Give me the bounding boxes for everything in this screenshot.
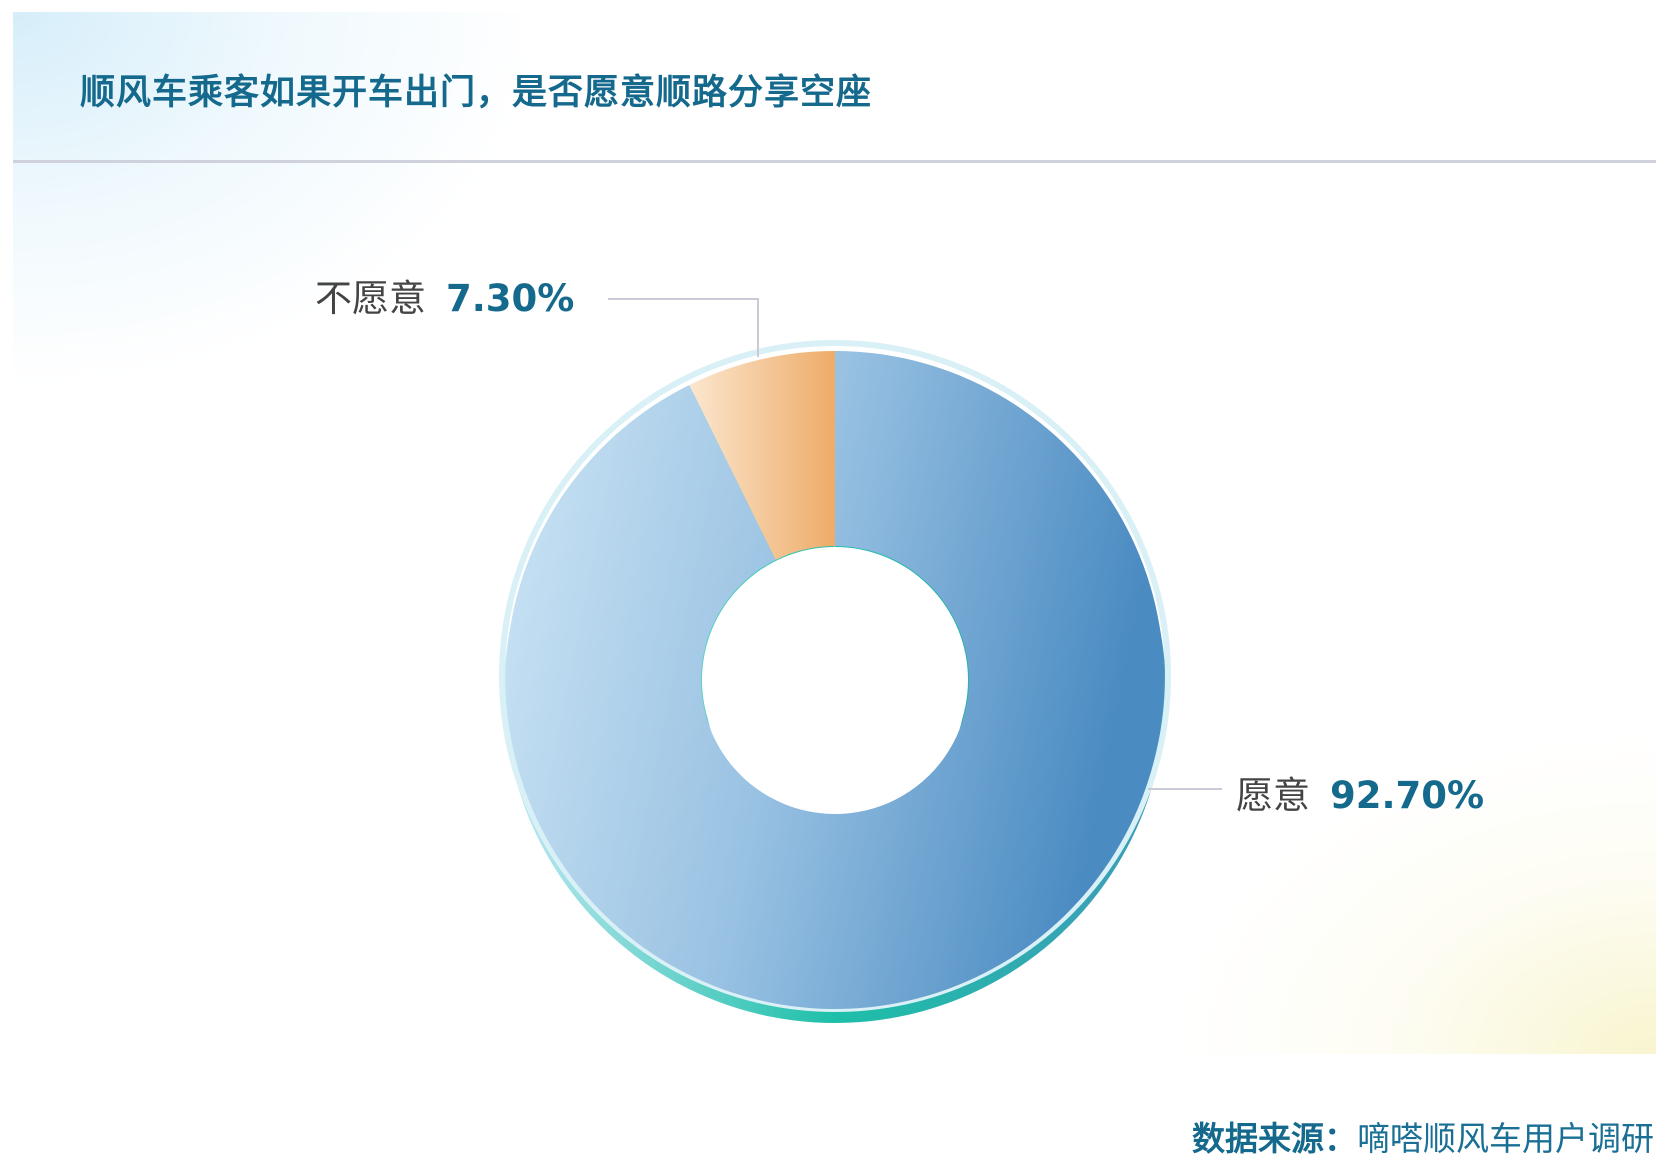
donut-slice-not-willing — [689, 351, 835, 560]
donut-slice-willing — [505, 351, 1164, 1009]
donut-highlight — [499, 340, 1171, 1012]
leader-line-not-willing — [608, 298, 759, 357]
data-source: 数据来源：嘀嗒顺风车用户调研 — [1192, 1112, 1654, 1160]
slice-label-not-willing: 不愿意 7.30% — [315, 268, 574, 322]
source-value: 嘀嗒顺风车用户调研 — [1357, 1119, 1654, 1158]
source-label: 数据来源： — [1192, 1119, 1357, 1158]
slice-name: 不愿意 — [315, 277, 426, 320]
slice-name: 愿意 — [1236, 774, 1310, 817]
title-divider — [13, 160, 1656, 163]
slice-value: 92.70% — [1330, 774, 1485, 817]
slice-value: 7.30% — [446, 277, 575, 320]
chart-title: 顺风车乘客如果开车出门，是否愿意顺路分享空座 — [80, 73, 873, 113]
slice-label-willing: 愿意 92.70% — [1236, 765, 1484, 819]
donut-hole — [702, 547, 968, 813]
